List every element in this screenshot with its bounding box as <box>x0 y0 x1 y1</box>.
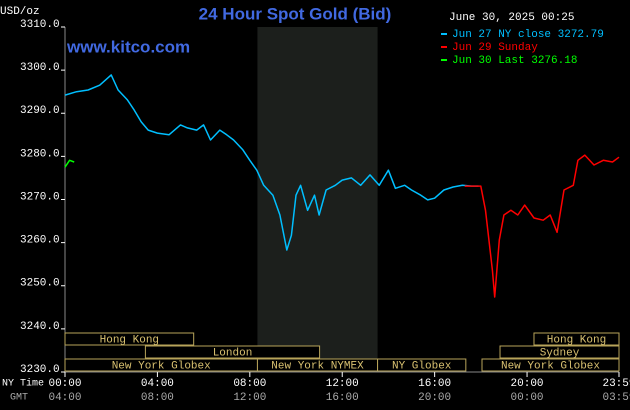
series-line <box>64 159 75 168</box>
session-box <box>144 345 321 359</box>
x2-tick-label: 08:00 <box>141 392 174 404</box>
watermark: www.kitco.com <box>66 37 190 56</box>
session-label: Hong Kong <box>100 334 159 346</box>
session-label: New York Globex <box>112 360 211 372</box>
x2-tick-label: 04:00 <box>48 392 81 404</box>
y-tick-label: 3250.0 <box>20 278 60 290</box>
x2-tick-label: 12:00 <box>233 392 266 404</box>
chart-title: 24 Hour Spot Gold (Bid) <box>199 4 392 23</box>
legend-label: Jun 27 NY close 3272.79 <box>452 29 604 41</box>
y-tick-label: 3310.0 <box>20 19 60 31</box>
y-tick-label: 3240.0 <box>20 321 60 333</box>
y-tick-label: 3300.0 <box>20 62 60 74</box>
x-tick-label: 23:59 <box>602 378 630 390</box>
series-line <box>464 154 620 298</box>
session-box <box>533 332 620 346</box>
y-tick-label: 3230.0 <box>20 364 60 376</box>
x-tick-label: 04:00 <box>141 378 174 390</box>
y-axis-label: USD/oz <box>0 6 40 18</box>
y-tick-label: 3260.0 <box>20 235 60 247</box>
x2-tick-label: 00:00 <box>511 392 544 404</box>
x-tick-label: 12:00 <box>326 378 359 390</box>
series-line <box>64 74 479 251</box>
session-label: Hong Kong <box>547 334 606 346</box>
x2-tick-label: 03:59 <box>602 392 630 404</box>
x-tick-label: 20:00 <box>511 378 544 390</box>
x-axis-label: NY Time <box>2 378 44 390</box>
session-shade <box>257 27 378 372</box>
session-label: New York NYMEX <box>271 360 364 372</box>
session-box <box>499 345 620 359</box>
x-tick-label: 08:00 <box>233 378 266 390</box>
y-tick-label: 3280.0 <box>20 148 60 160</box>
timestamp: June 30, 2025 00:25 <box>449 12 574 24</box>
legend-label: Jun 29 Sunday <box>452 42 538 54</box>
x2-tick-label: 16:00 <box>326 392 359 404</box>
session-label: Sydney <box>540 347 580 359</box>
session-box <box>377 358 467 372</box>
x2-tick-label: 20:00 <box>418 392 451 404</box>
x-tick-label: 00:00 <box>48 378 81 390</box>
x2-axis-label: GMT <box>10 393 28 404</box>
session-label: NY Globex <box>392 360 452 372</box>
session-box <box>64 332 195 346</box>
y-tick-label: 3290.0 <box>20 105 60 117</box>
y-tick-label: 3270.0 <box>20 191 60 203</box>
legend-label: Jun 30 Last 3276.18 <box>452 55 577 67</box>
session-box <box>481 358 620 372</box>
x-tick-label: 16:00 <box>418 378 451 390</box>
session-label: London <box>213 347 253 359</box>
session-label: New York Globex <box>501 360 600 372</box>
